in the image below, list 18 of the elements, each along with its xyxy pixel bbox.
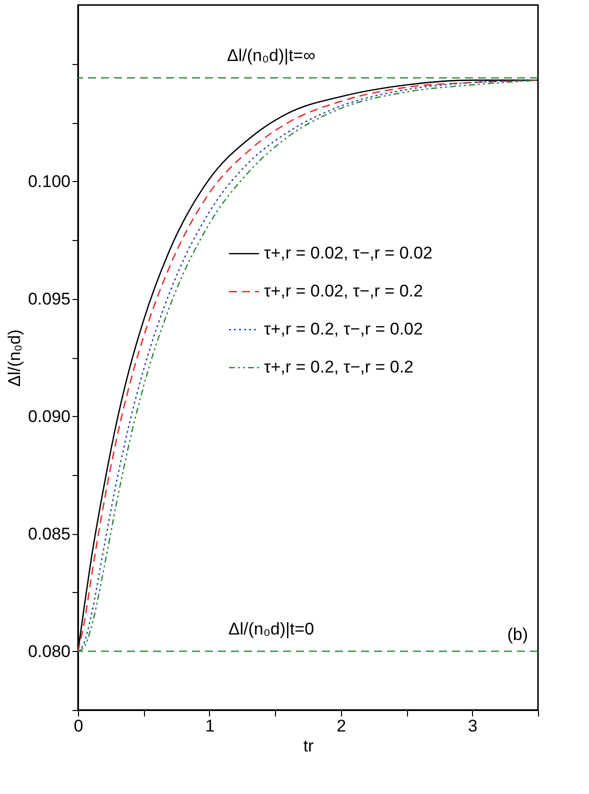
y-tick-label: 0.090 (28, 406, 70, 426)
x-tick-label: 0 (74, 716, 84, 736)
x-tick-label: 2 (336, 716, 346, 736)
legend-label: τ+,r = 0.02, τ−,r = 0.02 (264, 244, 432, 263)
x-axis-title: tr (303, 736, 314, 756)
annotation: (b) (507, 625, 528, 644)
legend-label: τ+,r = 0.2, τ−,r = 0.02 (264, 320, 423, 339)
y-tick-label: 0.095 (28, 289, 70, 308)
y-tick-label: 0.100 (28, 172, 70, 191)
y-axis-title: Δl/(n₀d) (4, 329, 24, 387)
ref-line-label: Δl/(n₀d)|t=∞ (227, 46, 316, 65)
legend-label: τ+,r = 0.2, τ−,r = 0.2 (264, 358, 414, 377)
x-tick-label: 1 (205, 716, 215, 736)
y-tick-label: 0.085 (28, 524, 70, 544)
ref-line-label: Δl/(n₀d)|t=0 (228, 619, 314, 638)
y-tick-label: 0.080 (28, 642, 70, 661)
legend-label: τ+,r = 0.02, τ−,r = 0.2 (264, 282, 423, 301)
x-tick-label: 3 (468, 716, 478, 736)
